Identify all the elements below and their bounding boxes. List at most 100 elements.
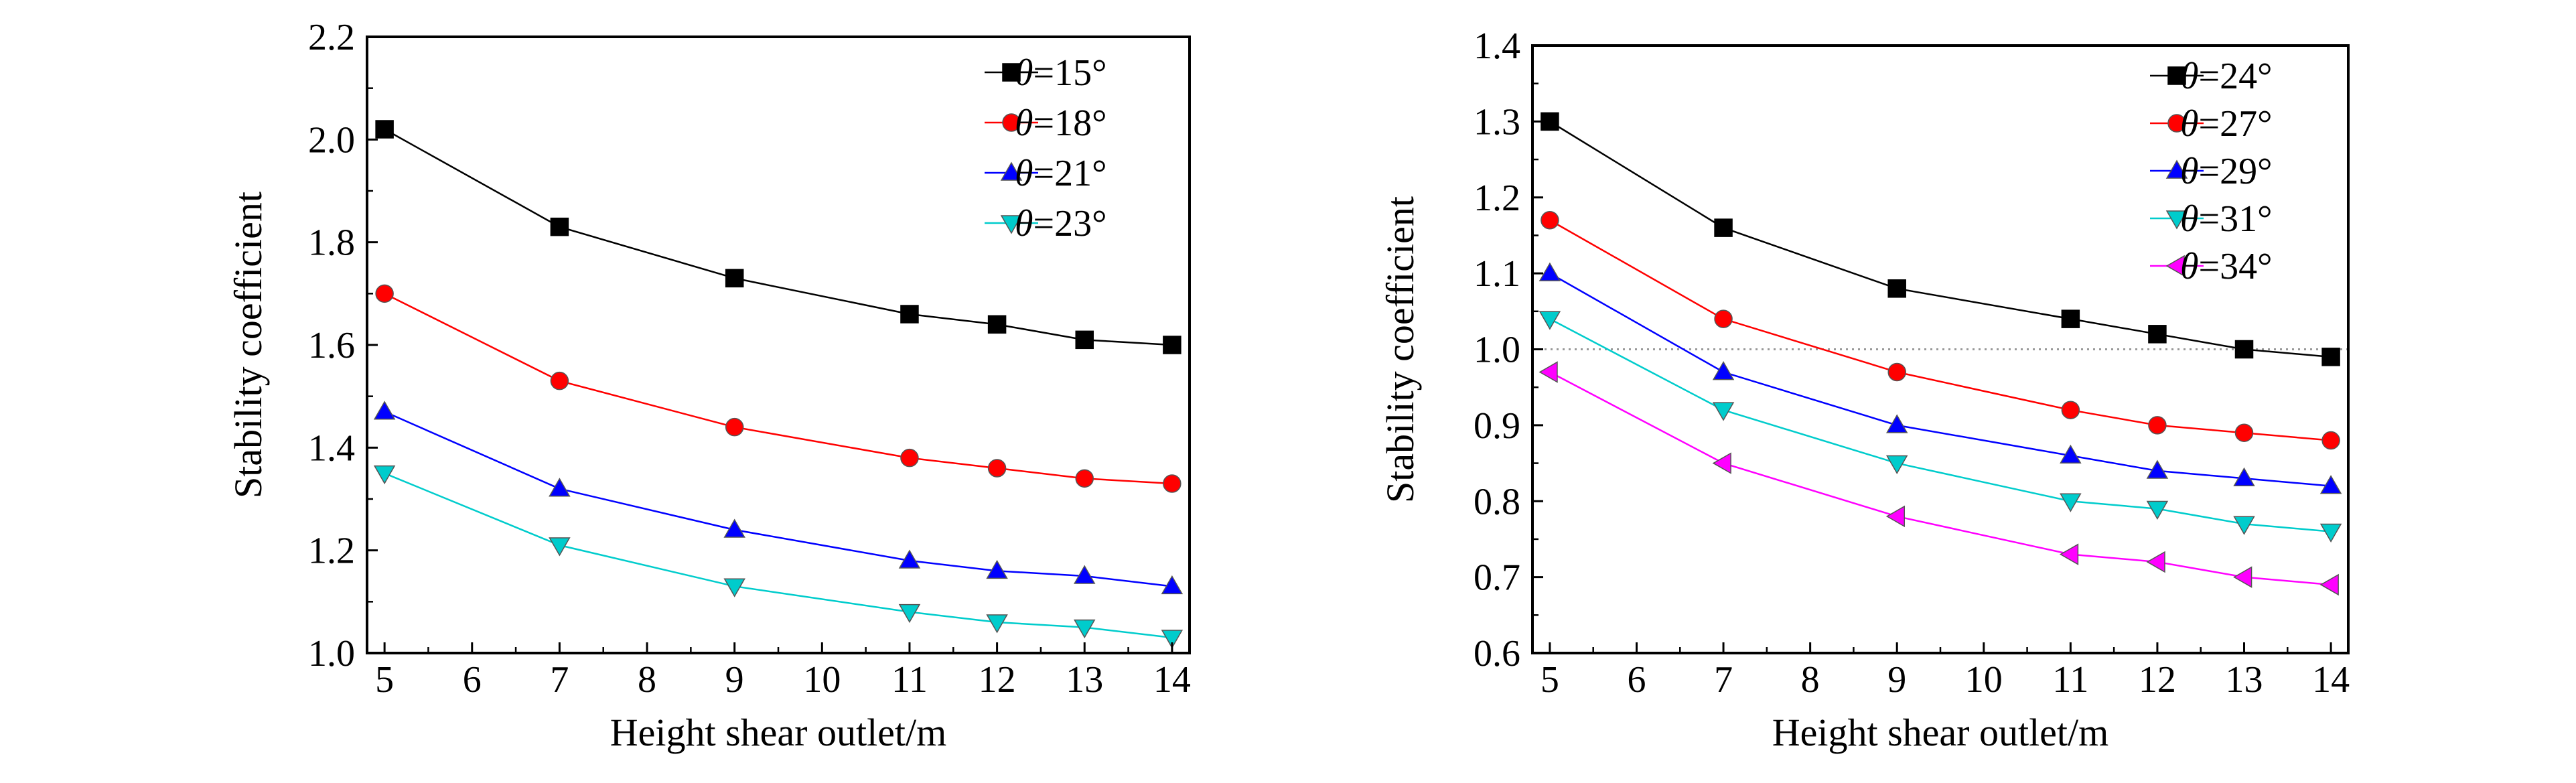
chart-left-legend-value-2: =21° xyxy=(1033,153,1107,194)
chart-left-series-1-point xyxy=(550,371,569,390)
chart-left-xtick-label: 5 xyxy=(375,659,394,701)
chart-left-legend-theta-0: θ xyxy=(1015,52,1033,94)
chart-right-xtick-label: 14 xyxy=(2312,659,2350,701)
chart-right-legend-value-0: =24° xyxy=(2199,56,2273,97)
chart-left-marks xyxy=(373,120,1184,649)
chart-right-legend-theta-3: θ xyxy=(2180,198,2199,240)
chart-left-series-0-point xyxy=(375,120,394,139)
chart-right-series-4-point xyxy=(1885,505,1906,528)
chart-left-xlabel: Height shear outlet/m xyxy=(610,711,947,754)
chart-left-series-2-point xyxy=(1161,575,1184,595)
chart-right-series-0-point xyxy=(1541,112,1559,131)
chart-right-legend-marker-3 xyxy=(2165,210,2188,230)
chart-right-legend-value-2: =29° xyxy=(2199,151,2273,192)
chart-left-series-2-point xyxy=(549,478,571,497)
chart-right-legend-label-0: θ=24° xyxy=(2180,56,2273,97)
chart-right-legend-label-3: θ=31° xyxy=(2180,198,2273,240)
chart-left-ytick-label: 1.2 xyxy=(308,530,355,572)
chart-left-xtick-label: 14 xyxy=(1153,659,1191,701)
chart-right-ylabel: Stability coefficient xyxy=(1378,196,1422,503)
chart-right-series-4-point xyxy=(2319,573,2339,596)
chart-right-legend-value-4: =34° xyxy=(2199,246,2273,287)
chart-left-xtick-label: 8 xyxy=(638,659,656,701)
chart-right-series-0-point xyxy=(1887,279,1906,298)
chart-left-legend-label-2: θ=21° xyxy=(1015,153,1107,194)
chart-left-series-0-point xyxy=(1075,330,1094,350)
chart-right-marks xyxy=(1532,112,2348,596)
chart-right-legend-theta-1: θ xyxy=(2180,103,2199,145)
chart-right-series-1-point xyxy=(1541,211,1559,230)
chart-right-legend-marker-2 xyxy=(2165,159,2188,179)
chart-left-series-0-point xyxy=(987,315,1007,334)
chart-left-legend-marker-1 xyxy=(1002,113,1021,132)
chart-left-ytick-label: 1.8 xyxy=(308,222,355,264)
chart-right-legend-label-1: θ=27° xyxy=(2180,103,2273,145)
chart-right-legend-label-4: θ=34° xyxy=(2180,246,2273,287)
chart-right-xtick-label: 6 xyxy=(1627,659,1646,701)
chart-right-series-1-point xyxy=(1714,309,1733,328)
chart-left-legend-theta-3: θ xyxy=(1015,203,1033,244)
chart-left-series-0-point xyxy=(900,305,919,324)
chart-left-series-2-line xyxy=(384,411,1173,587)
chart-left-ylabel: Stability coefficient xyxy=(226,192,270,498)
chart-left-legend: θ=15°θ=18°θ=21°θ=23° xyxy=(985,52,1107,244)
chart-right-legend-theta-2: θ xyxy=(2180,151,2199,192)
chart-left-series-1-point xyxy=(900,448,919,468)
chart-right-series-4-point xyxy=(2059,543,2079,565)
chart-right-ytick-label: 0.7 xyxy=(1474,557,1520,599)
chart-left-series-3-point xyxy=(723,578,745,597)
chart-right-series-2-point xyxy=(2060,444,2082,464)
chart-right-series-4-point xyxy=(1539,361,1558,383)
chart-right: θ=24°θ=27°θ=29°θ=31°θ=34° 5 6 7 8 9 10 11 12 13 1… xyxy=(1378,25,2350,754)
chart-right-series-2-point xyxy=(1712,361,1735,380)
chart-left-series-2-point xyxy=(373,401,396,420)
chart-left-legend-marker-0 xyxy=(1002,63,1021,82)
chart-left-series-0-point xyxy=(1163,336,1182,354)
chart-left-xtick-label: 12 xyxy=(979,659,1016,701)
chart-left-xtick-label: 11 xyxy=(891,659,928,701)
chart-right-series-4-line xyxy=(1549,371,2332,586)
chart-right-ytick-label: 1.1 xyxy=(1474,253,1520,295)
chart-right-series-4-point xyxy=(1712,452,1731,474)
chart-right-series-3-point xyxy=(2319,523,2342,543)
chart-left-ytick-label: 1.4 xyxy=(308,427,355,469)
chart-left-series-2-point xyxy=(1073,565,1096,584)
chart-left-series-3-point xyxy=(549,537,571,557)
chart-left-series-3-point xyxy=(1073,619,1096,639)
chart-right-series-0-point xyxy=(2234,340,2254,359)
chart-right-series-3-point xyxy=(2146,500,2169,520)
chart-left-series-3-point xyxy=(986,614,1008,634)
chart-left-legend-theta-2: θ xyxy=(1015,153,1033,194)
chart-right-series-1-point xyxy=(2321,431,2340,450)
chart-left-series-2-point xyxy=(898,549,921,569)
chart-right-axes: 5 6 7 8 9 10 11 12 13 14 0.6 0.7 0.8 0.9 1.0 1.1 1.2 1.3 1… xyxy=(1474,25,2350,701)
chart-right-series-3-point xyxy=(1885,455,1908,475)
chart-left-legend-label-0: θ=15° xyxy=(1015,52,1107,94)
chart-left-series-1-point xyxy=(1163,474,1182,493)
chart-left-legend-value-0: =15° xyxy=(1033,52,1107,94)
chart-right-ytick-label: 1.2 xyxy=(1474,177,1520,219)
chart-right-xtick-label: 10 xyxy=(1965,659,2003,701)
chart-right-series-2-point xyxy=(1539,262,1561,281)
chart-right-series-0-point xyxy=(2061,309,2080,328)
chart-right-series-2-point xyxy=(2233,467,2255,487)
chart-left-series-3-line xyxy=(384,472,1173,639)
chart-left-legend-label-3: θ=23° xyxy=(1015,203,1107,244)
chart-right-legend-value-1: =27° xyxy=(2199,103,2273,145)
chart-right-series-4-point xyxy=(2233,566,2252,588)
chart-left-series-3-point xyxy=(373,465,396,485)
chart-right-ytick-label: 0.9 xyxy=(1474,405,1520,447)
chart-right-legend-marker-0 xyxy=(2167,66,2186,85)
chart-right-series-3-point xyxy=(2233,516,2255,535)
chart-right-series-3-point xyxy=(2060,493,2082,512)
chart-left-ytick-label: 1.6 xyxy=(308,325,355,366)
chart-right-series-2-point xyxy=(2146,459,2169,479)
chart-left-ytick-label: 2.0 xyxy=(308,119,355,161)
chart-right-xtick-label: 12 xyxy=(2139,659,2176,701)
chart-right-series-3-line xyxy=(1549,318,2332,532)
chart-left-series-1-point xyxy=(987,459,1007,478)
chart-left-xtick-label: 7 xyxy=(550,659,569,701)
chart-left-legend-marker-2 xyxy=(1000,161,1023,181)
chart-left-legend-label-1: θ=18° xyxy=(1015,102,1107,144)
